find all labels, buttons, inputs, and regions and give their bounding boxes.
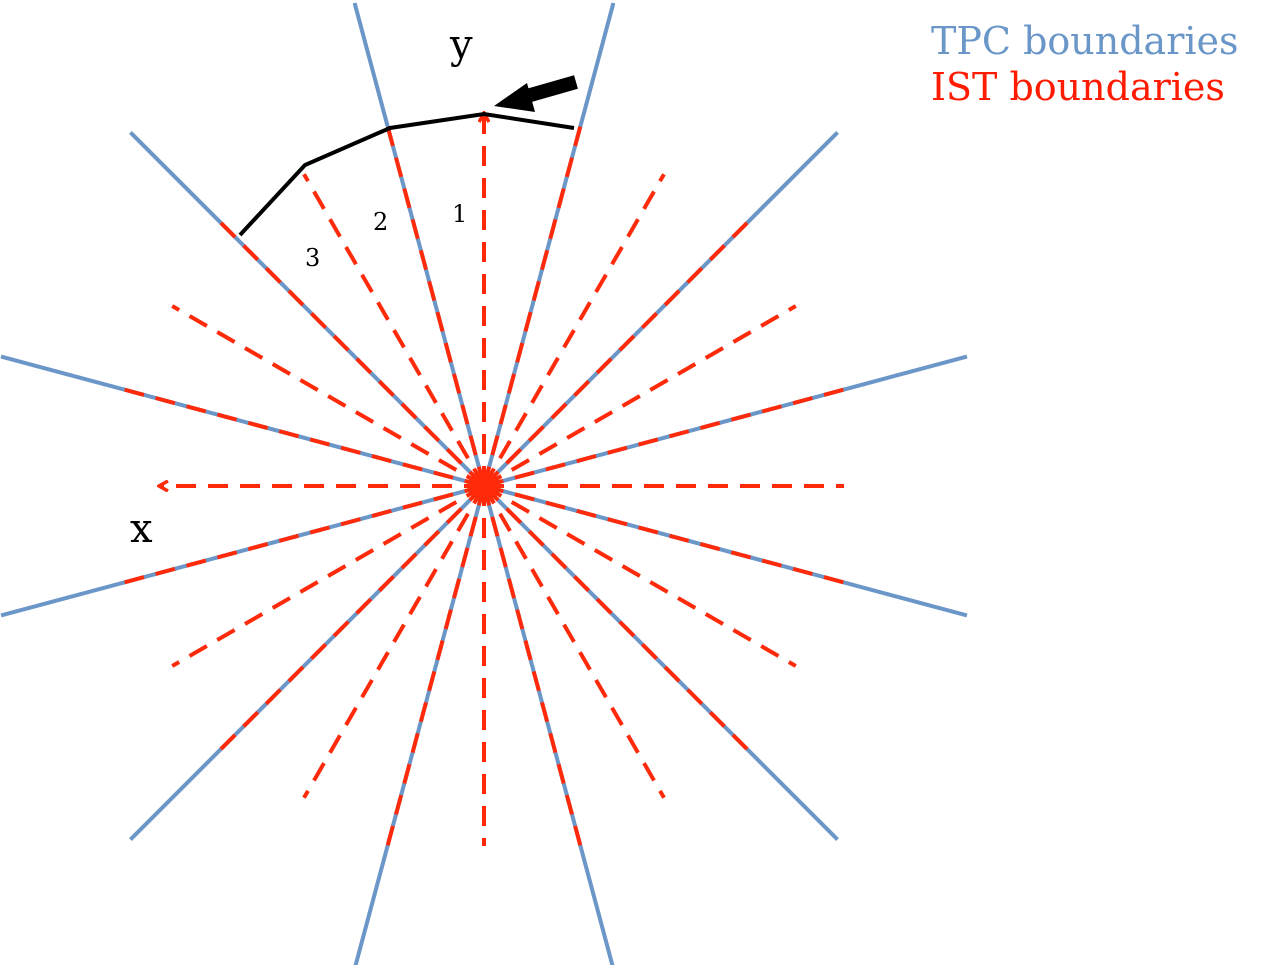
legend-ist-entry: IST boundaries — [931, 65, 1225, 109]
ist-boundary-line — [483, 484, 797, 668]
legend: TPC boundaries IST boundaries — [931, 18, 1239, 110]
ist-boundary-lines — [121, 123, 847, 849]
sector-label-1: 1 — [452, 200, 467, 228]
ist-boundary-line — [302, 485, 486, 799]
ist-boundary-line — [482, 173, 666, 487]
x-axis-label: x — [130, 506, 153, 552]
ist-boundary-line — [121, 387, 485, 488]
ist-boundary-line — [483, 304, 797, 488]
ist-boundary-line — [171, 484, 485, 668]
sector-label-2: 2 — [373, 208, 388, 236]
ist-boundary-line — [482, 485, 666, 799]
ist-boundary-line — [385, 123, 486, 487]
y-axis-label: y — [449, 22, 473, 68]
sector-outline — [238, 111, 575, 237]
legend-tpc-entry: TPC boundaries — [931, 19, 1239, 63]
sector-label-3: 3 — [305, 244, 320, 272]
rotation-arrow-icon — [494, 75, 578, 112]
ist-boundary-line — [302, 173, 486, 487]
ist-boundary-line — [171, 304, 485, 488]
